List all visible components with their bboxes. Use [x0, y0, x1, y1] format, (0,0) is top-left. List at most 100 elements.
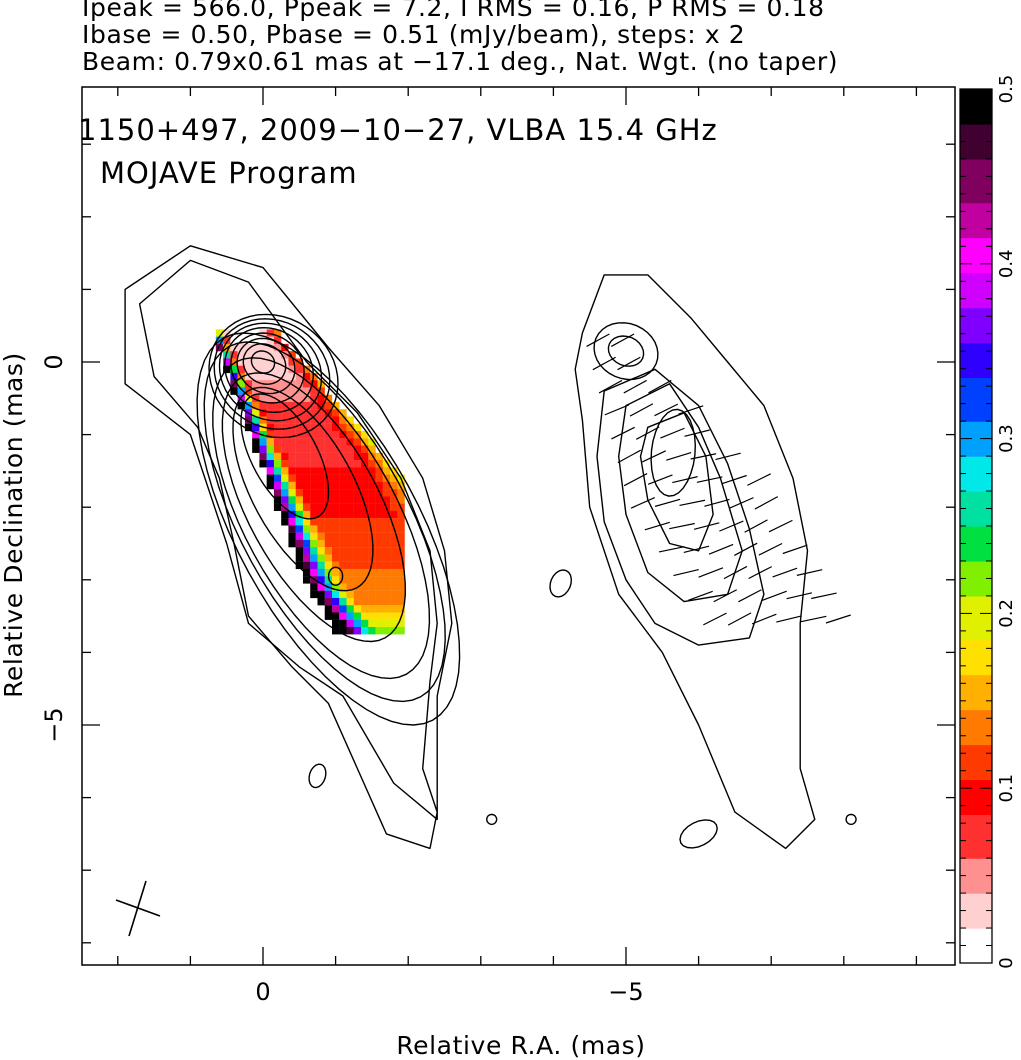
pol-pixel [375, 583, 383, 591]
pol-pixel [332, 590, 340, 599]
pol-pixel [324, 561, 333, 570]
pol-pixel [368, 627, 376, 635]
pol-pixel [302, 510, 311, 519]
colorbar-segment [960, 517, 992, 527]
pol-pixel [259, 343, 267, 352]
pol-pixel [295, 554, 304, 562]
pol-pixel [332, 489, 340, 497]
pol-pixel [368, 568, 376, 577]
pol-pixel [353, 561, 362, 570]
pol-pixel [266, 387, 275, 395]
pol-pixel [295, 525, 304, 533]
pol-pixel [332, 561, 340, 570]
pol-pixel [310, 525, 318, 533]
colorbar-segment [960, 141, 992, 151]
pol-pixel [215, 343, 224, 352]
pol-pixel [353, 612, 362, 620]
pol-pixel [302, 539, 311, 548]
pol-pixel [317, 496, 325, 504]
colorbar-segment [960, 831, 992, 842]
evpa-tick [688, 590, 713, 601]
evpa-tick [630, 496, 656, 509]
pol-pixel [390, 583, 398, 591]
pol-pixel [368, 583, 376, 591]
colorbar-segment [960, 796, 992, 807]
pol-pixel [382, 460, 391, 468]
pol-pixel [302, 372, 311, 381]
pol-pixel [397, 568, 405, 577]
pol-pixel [390, 561, 398, 570]
pol-pixel [353, 503, 362, 511]
pol-pixel [288, 532, 296, 541]
pol-pixel [324, 590, 333, 599]
contour-pol-core [607, 335, 645, 367]
pol-pixel [353, 438, 362, 446]
pol-pixel [324, 401, 333, 410]
colorbar-segment [960, 893, 992, 903]
pol-pixel [397, 489, 405, 497]
colorbar-segment [960, 595, 992, 606]
pol-pixel [230, 343, 238, 352]
pol-pixel [295, 423, 304, 432]
colorbar-segment [960, 805, 992, 816]
contour-island [845, 813, 857, 826]
pol-pixel [302, 365, 311, 374]
colorbar-segment [960, 587, 992, 597]
pol-pixel [252, 336, 260, 345]
pol-pixel [295, 380, 304, 388]
pol-pixel [324, 460, 333, 468]
evpa-tick [768, 519, 793, 533]
pol-pixel [302, 496, 311, 504]
y-axis-label: Relative Declination (mas) [0, 352, 28, 698]
pol-pixel [332, 496, 340, 504]
pol-pixel [361, 627, 369, 635]
pol-pixel [332, 547, 340, 555]
evpa-tick [825, 614, 851, 624]
evpa-tick [647, 474, 673, 485]
evpa-tick [772, 567, 798, 578]
colorbar-segment [960, 272, 992, 282]
header-line-peaks: Ipeak = 566.0, Ppeak = 7.2, I RMS = 0.16… [82, 0, 825, 22]
pol-pixel [252, 329, 260, 337]
pol-pixel [252, 409, 260, 417]
pol-pixel [310, 460, 318, 468]
pol-pixel [295, 460, 304, 468]
pol-pixel [346, 481, 354, 490]
evpa-ticks [586, 333, 851, 626]
pol-pixel [266, 431, 275, 439]
pol-pixel [310, 568, 318, 577]
pol-pixel [382, 496, 391, 504]
pol-pixel [390, 554, 398, 562]
pol-pixel [244, 358, 253, 366]
pol-pixel [310, 554, 318, 562]
pol-pixel [339, 481, 347, 490]
pol-pixel [361, 481, 369, 490]
pol-pixel [361, 532, 369, 541]
colorbar-segment [960, 473, 992, 483]
pol-pixel [332, 438, 340, 446]
pol-pixel [346, 474, 354, 482]
pol-pixel [361, 619, 369, 628]
pol-pixel [302, 416, 311, 424]
evpa-tick [586, 333, 610, 347]
evpa-tick [721, 474, 747, 485]
pol-pixel [266, 452, 275, 461]
pol-pixel [368, 467, 376, 475]
pol-pixel [288, 467, 296, 475]
pol-pixel [223, 336, 231, 345]
pol-pixel [302, 481, 311, 490]
pol-pixel [339, 619, 347, 628]
pol-pixel [397, 554, 405, 562]
pol-pixel [317, 401, 325, 410]
pol-pixel [397, 496, 405, 504]
pol-pixel [273, 423, 282, 432]
pol-pixel [361, 496, 369, 504]
pol-pixel [310, 445, 318, 453]
pol-pixel [302, 576, 311, 584]
pol-pixel [237, 380, 246, 388]
pol-pixel [273, 365, 282, 374]
pol-pixel [273, 329, 282, 337]
pol-pixel [295, 438, 304, 446]
colorbar-segment [960, 849, 992, 859]
evpa-tick [611, 426, 635, 440]
